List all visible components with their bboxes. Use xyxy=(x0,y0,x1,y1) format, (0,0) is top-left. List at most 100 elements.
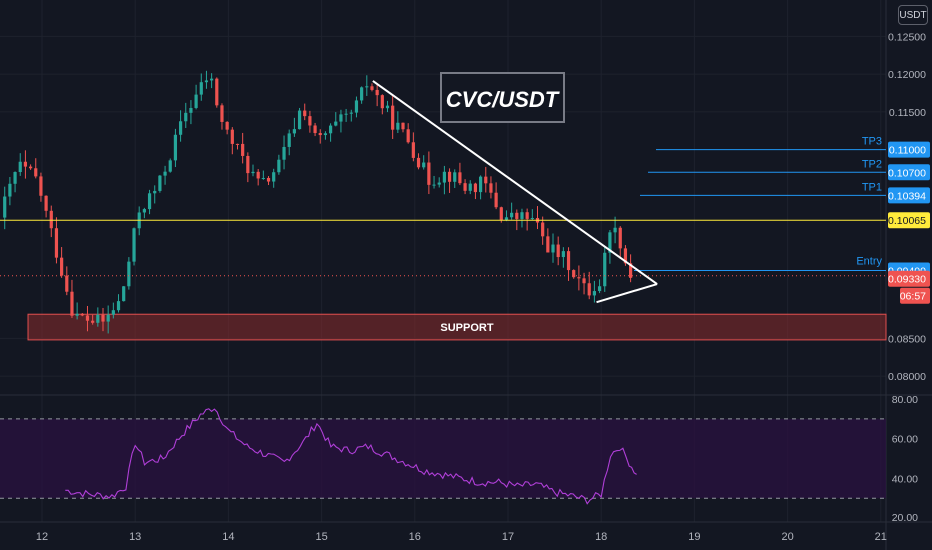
candle-body xyxy=(447,171,452,182)
candle-body xyxy=(44,195,48,211)
candle xyxy=(375,84,379,107)
chart-title: CVC/USDT xyxy=(446,87,560,112)
last-tag xyxy=(888,270,930,287)
candle xyxy=(34,158,38,179)
candle xyxy=(592,280,596,303)
candle xyxy=(65,266,69,296)
candle xyxy=(272,168,276,188)
candle xyxy=(8,177,12,206)
candle xyxy=(111,302,115,319)
candle xyxy=(551,233,555,263)
candle-body xyxy=(370,86,374,90)
rsi-axis-label: 80.00 xyxy=(892,394,918,406)
candle xyxy=(142,207,146,219)
candle-body xyxy=(339,114,343,122)
tp1-price: 0.10394 xyxy=(888,190,926,202)
candle xyxy=(220,103,224,130)
last-price: 0.09330 xyxy=(888,274,926,286)
candle xyxy=(572,269,576,279)
candle xyxy=(380,94,384,115)
candle-body xyxy=(111,310,115,315)
candle-body xyxy=(411,142,415,158)
candle-body xyxy=(442,171,446,183)
candle-body xyxy=(597,286,602,292)
candle-body xyxy=(261,177,265,179)
candle xyxy=(603,246,607,292)
time-axis-label: 20 xyxy=(781,531,793,543)
candle-body xyxy=(520,212,524,219)
candle-body xyxy=(478,176,483,193)
candle-body xyxy=(65,275,69,292)
candle-body xyxy=(525,212,529,219)
candle-body xyxy=(60,257,64,276)
candle xyxy=(194,84,198,110)
candle xyxy=(49,205,53,238)
candle-body xyxy=(241,143,245,156)
candle-body xyxy=(85,315,90,321)
candle-body xyxy=(230,129,234,144)
candle-body xyxy=(266,177,271,182)
candle xyxy=(70,279,74,318)
candle xyxy=(297,107,302,130)
candle xyxy=(266,176,271,186)
candle xyxy=(173,128,178,168)
candle xyxy=(60,247,64,278)
candle-body xyxy=(401,122,405,130)
candle xyxy=(541,216,545,245)
support-zone xyxy=(27,313,887,341)
candle-body xyxy=(28,166,33,169)
price-axis-label: 0.08000 xyxy=(888,371,926,383)
tp3-price: 0.11000 xyxy=(889,145,926,157)
candle xyxy=(453,169,457,189)
candle xyxy=(442,165,446,195)
rsi-axis-label: 20.00 xyxy=(892,512,918,524)
candle xyxy=(478,175,483,200)
candle xyxy=(13,171,17,193)
currency-unit-button[interactable]: USDT xyxy=(898,5,928,25)
candle-body xyxy=(546,236,550,253)
candle-body xyxy=(235,143,240,145)
tp3-label: TP3 xyxy=(862,136,882,148)
candle-body xyxy=(499,207,503,220)
candle-body xyxy=(515,212,519,219)
candle-body xyxy=(287,133,291,147)
candle xyxy=(85,305,90,332)
candle-body xyxy=(122,286,126,302)
support-label: SUPPORT xyxy=(440,322,493,334)
candle xyxy=(28,164,33,170)
candle xyxy=(39,172,43,202)
candle-body xyxy=(556,244,560,258)
candle-body xyxy=(406,129,410,143)
candle-body xyxy=(458,172,462,184)
candle xyxy=(292,117,296,137)
candle xyxy=(463,179,467,195)
candle-body xyxy=(303,110,307,117)
candle-body xyxy=(13,172,17,184)
candle-body xyxy=(618,227,622,249)
candle xyxy=(18,153,22,176)
candle-body xyxy=(354,100,359,113)
time-axis-label: 19 xyxy=(688,531,700,543)
candle-body xyxy=(504,217,509,220)
candle xyxy=(303,103,307,121)
candle-body xyxy=(603,252,607,287)
candle xyxy=(215,77,219,108)
candle-body xyxy=(323,133,328,136)
candle-body xyxy=(396,122,400,130)
candle-body xyxy=(54,228,59,258)
candle-body xyxy=(334,121,338,126)
tp2-tag xyxy=(888,164,930,181)
candle-body xyxy=(344,113,348,115)
candle xyxy=(204,70,209,89)
candle xyxy=(432,175,436,189)
tp3-tag xyxy=(888,141,930,158)
candle xyxy=(530,209,534,221)
candle-body xyxy=(101,314,105,322)
candle-body xyxy=(468,183,472,191)
candle xyxy=(468,180,472,195)
candle-body xyxy=(608,232,612,253)
candle-body xyxy=(23,161,28,167)
candle xyxy=(546,228,550,253)
candle xyxy=(422,155,426,170)
